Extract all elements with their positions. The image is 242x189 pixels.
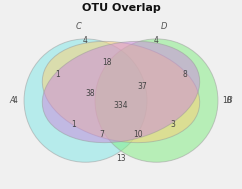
- Text: 8: 8: [182, 70, 187, 79]
- Text: 37: 37: [137, 82, 147, 91]
- Text: D: D: [160, 22, 167, 31]
- Text: 38: 38: [85, 89, 95, 98]
- Text: 10: 10: [133, 130, 142, 139]
- Text: 4: 4: [83, 36, 88, 45]
- Text: C: C: [76, 22, 81, 31]
- Text: 334: 334: [114, 101, 128, 110]
- Text: 7: 7: [100, 130, 105, 139]
- Text: 1: 1: [55, 70, 60, 79]
- Text: 10: 10: [223, 96, 232, 105]
- Text: 4: 4: [154, 36, 159, 45]
- Text: 3: 3: [171, 120, 175, 129]
- Title: OTU Overlap: OTU Overlap: [82, 3, 160, 13]
- Text: A: A: [9, 96, 15, 105]
- Text: 13: 13: [116, 154, 126, 163]
- Text: 18: 18: [102, 58, 112, 67]
- Ellipse shape: [42, 41, 200, 143]
- Text: B: B: [227, 96, 233, 105]
- Ellipse shape: [42, 41, 200, 143]
- Text: 4: 4: [12, 96, 17, 105]
- Ellipse shape: [95, 39, 218, 162]
- Text: 1: 1: [71, 120, 76, 129]
- Ellipse shape: [24, 39, 147, 162]
